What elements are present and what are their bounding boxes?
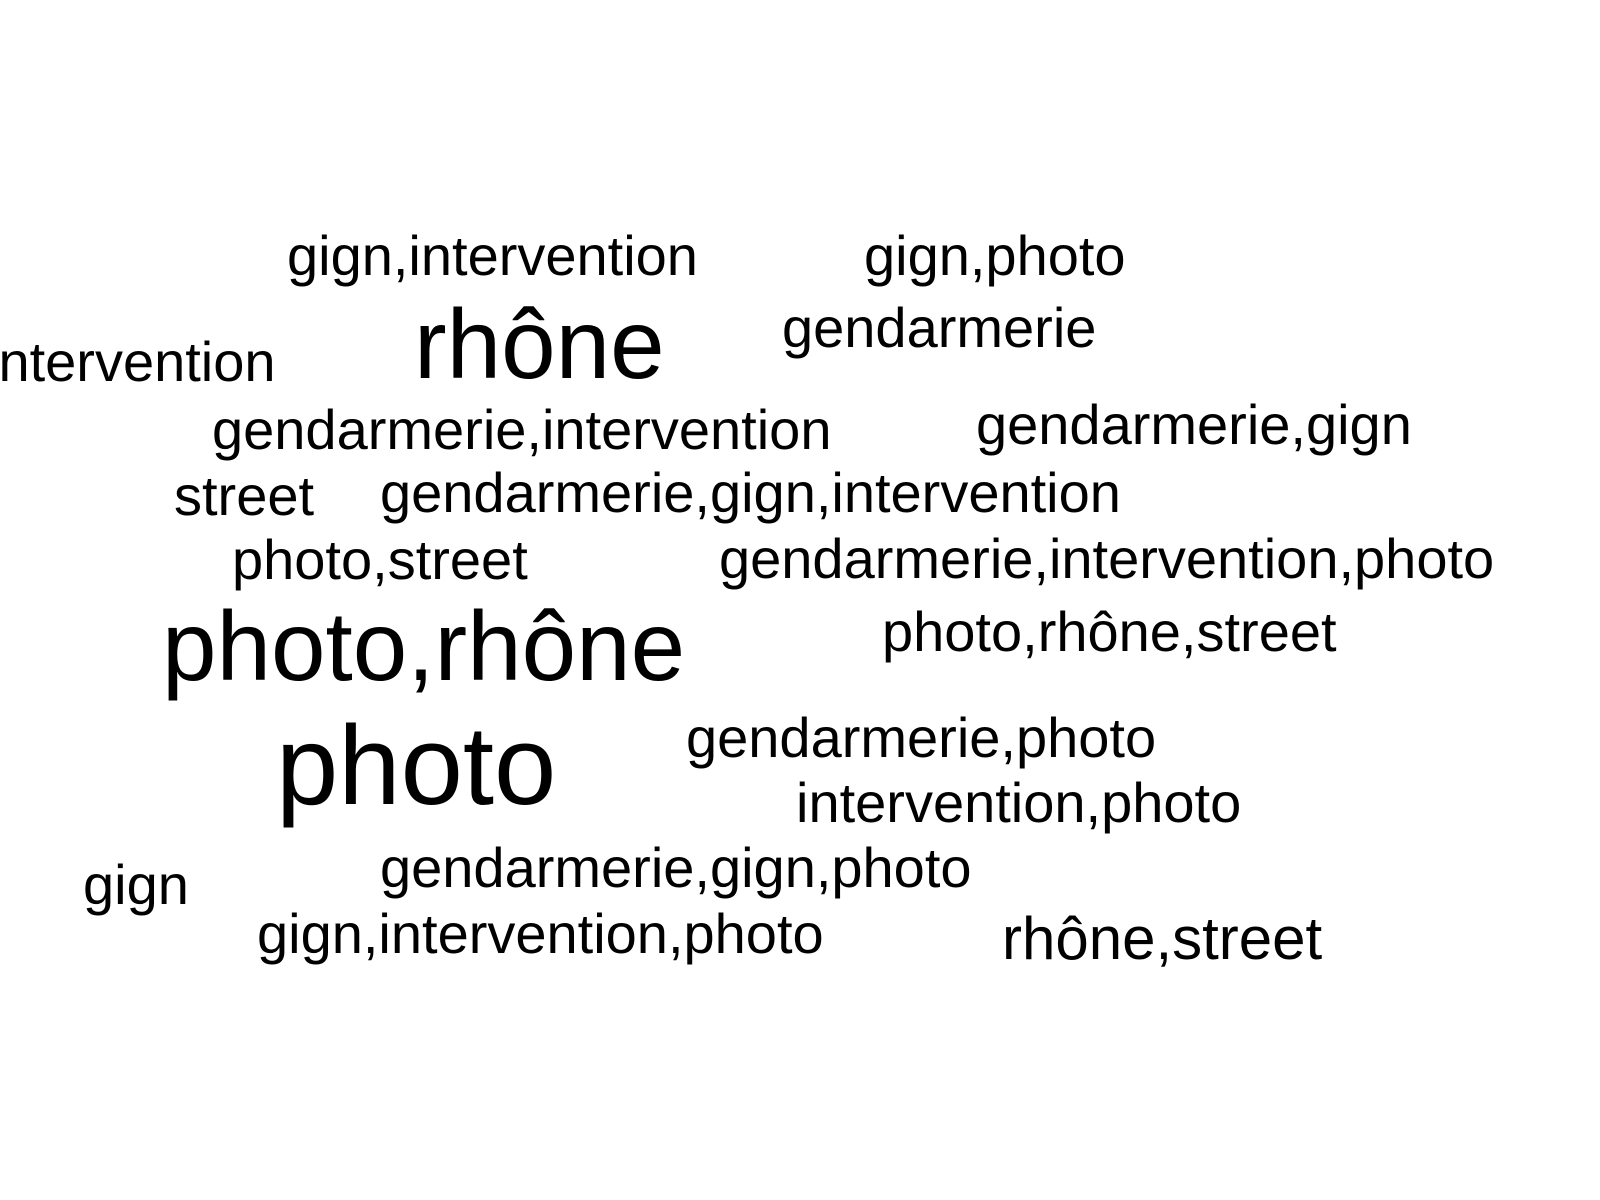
word-gendarmerie: gendarmerie	[782, 296, 1097, 359]
word-gendarmerie-gign: gendarmerie,gign	[976, 393, 1412, 456]
word-gendarmerie-intervention-photo: gendarmerie,intervention,photo	[719, 527, 1495, 590]
word-gign-intervention: gign,intervention	[287, 224, 698, 287]
word-photo-street: photo,street	[232, 528, 528, 591]
word-gendarmerie-photo: gendarmerie,photo	[686, 706, 1157, 769]
word-gendarmerie-intervention: gendarmerie,intervention	[212, 398, 832, 461]
word-gendarmerie-gign-photo: gendarmerie,gign,photo	[380, 836, 972, 899]
word-gign-photo: gign,photo	[864, 224, 1126, 287]
word-photo: photo	[276, 703, 557, 828]
word-photo-rhone-street: photo,rhône,street	[882, 600, 1337, 663]
word-rhone: rhône	[414, 289, 665, 399]
word-gign-intervention-photo: gign,intervention,photo	[257, 902, 824, 965]
word-intervention-photo: intervention,photo	[796, 771, 1242, 834]
word-rhone-street: rhône,street	[1002, 905, 1323, 972]
word-photo-rhone: photo,rhône	[162, 591, 686, 701]
word-gendarmerie-gign-intervention: gendarmerie,gign,intervention	[380, 461, 1121, 524]
word-gign: gign	[83, 853, 189, 916]
word-intervention: intervention	[0, 330, 276, 393]
word-street: street	[174, 464, 315, 527]
